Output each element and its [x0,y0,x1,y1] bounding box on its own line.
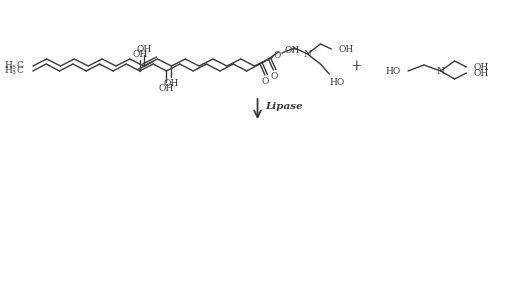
Text: OH: OH [132,49,147,59]
Text: OH: OH [472,62,488,72]
Text: O: O [261,76,268,85]
Text: HO: HO [329,78,344,87]
Text: O: O [270,72,277,80]
Text: Lipase: Lipase [265,101,303,110]
Text: OH: OH [337,45,353,53]
Text: N: N [303,49,311,59]
Text: H$_3$C: H$_3$C [4,65,25,77]
Text: OH: OH [284,45,299,55]
Text: HO: HO [385,66,400,76]
Text: OH: OH [158,83,174,93]
Text: OH: OH [472,68,488,78]
Text: H$_3$C: H$_3$C [4,60,25,72]
Text: OH: OH [163,78,179,87]
Text: OH: OH [136,45,151,53]
Text: +: + [350,59,361,73]
Text: N: N [436,66,444,76]
Text: O: O [273,51,280,60]
